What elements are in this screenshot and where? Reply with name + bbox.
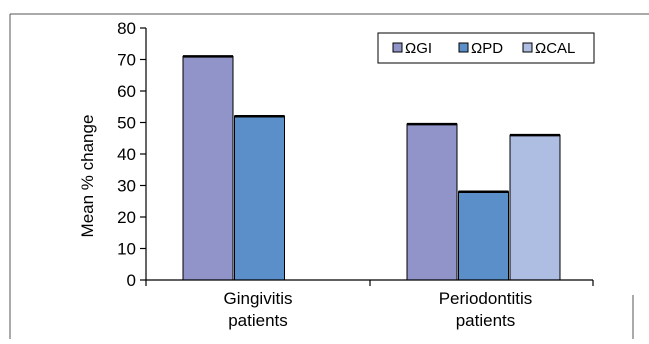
bars [182,55,561,281]
legend-label: ΩCAL [535,40,575,57]
y-tick-label: 50 [117,114,136,133]
legend-items: ΩGI ΩPD ΩCAL [392,40,575,57]
bar-pd-1 [234,115,285,281]
bar-gi-1 [182,55,234,281]
x-category-label: Periodontitis patients [439,289,533,330]
bar-pd-2 [458,191,509,281]
bar-cal-2 [509,134,561,281]
y-tick-label: 0 [127,271,136,290]
y-tick-label: 40 [117,145,136,164]
y-tick-label: 60 [117,82,136,101]
y-tick-label: 70 [117,51,136,70]
legend-swatch [522,42,533,53]
y-tick-label: 10 [117,240,136,259]
bar-gi-2 [406,123,458,281]
y-axis-label: Mean % change [78,115,97,238]
y-tick-label: 30 [117,177,136,196]
legend-swatch [458,42,469,53]
legend-swatch [392,42,403,53]
x-axis-labels: Gingivitis patients Periodontitis patients [224,289,533,330]
y-tick-label: 20 [117,208,136,227]
legend-box [377,32,595,64]
y-axis-ticks: 0 10 20 30 40 50 60 70 80 [117,19,146,290]
legend-label: ΩGI [405,40,432,57]
legend-label: ΩPD [471,40,503,57]
y-tick-label: 80 [117,19,136,38]
legend: ΩGI ΩPD ΩCAL [377,32,595,64]
x-category-label: Gingivitis patients [224,289,293,330]
